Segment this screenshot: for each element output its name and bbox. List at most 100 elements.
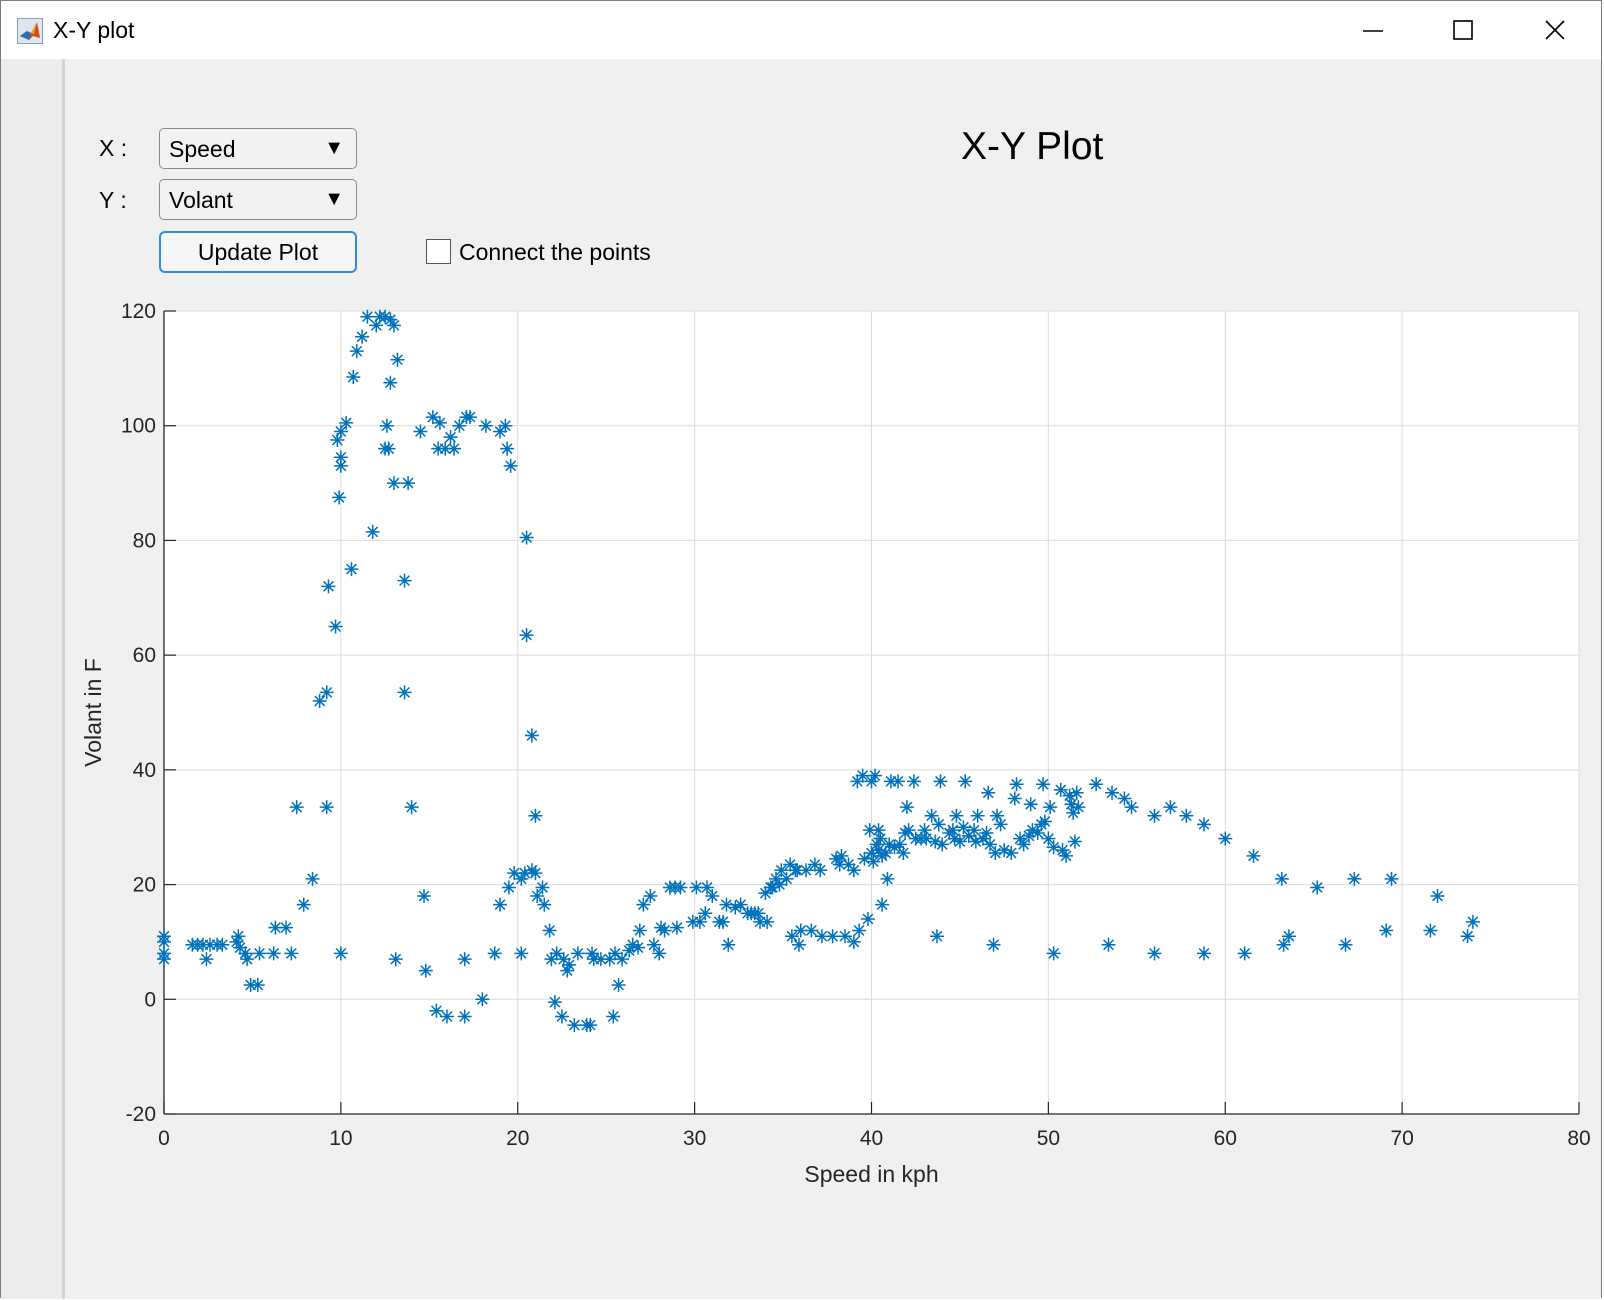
data-point — [860, 911, 875, 926]
data-point — [807, 857, 822, 872]
close-button[interactable] — [1509, 1, 1601, 59]
data-point — [772, 877, 787, 892]
data-point — [615, 952, 630, 967]
data-point — [238, 946, 253, 961]
data-point — [906, 774, 921, 789]
data-point — [1460, 929, 1475, 944]
data-point — [958, 774, 973, 789]
data-point — [622, 943, 637, 958]
data-point — [284, 946, 299, 961]
data-point — [567, 1018, 582, 1033]
data-point — [1059, 848, 1074, 863]
data-point — [233, 940, 248, 955]
dropdown-arrow-icon: ▼ — [324, 137, 344, 159]
minimize-button[interactable] — [1327, 1, 1419, 59]
data-point — [1147, 808, 1162, 823]
data-point — [1338, 937, 1353, 952]
data-point — [928, 834, 943, 849]
data-point — [514, 946, 529, 961]
data-point — [768, 871, 783, 886]
data-point — [1310, 880, 1325, 895]
connect-points-checkbox[interactable] — [426, 239, 451, 264]
data-point — [1197, 946, 1212, 961]
data-point — [997, 843, 1012, 858]
y-tick-label: 40 — [133, 759, 156, 782]
minimize-icon — [1363, 30, 1383, 32]
data-point — [868, 768, 883, 783]
data-point — [829, 851, 844, 866]
data-point — [537, 897, 552, 912]
data-point — [542, 923, 557, 938]
data-point — [1067, 834, 1082, 849]
data-point — [774, 863, 789, 878]
data-point — [333, 946, 348, 961]
data-point — [1009, 777, 1024, 792]
data-point — [799, 863, 814, 878]
data-point — [669, 920, 684, 935]
data-point — [602, 952, 617, 967]
data-point — [956, 820, 971, 835]
data-point — [968, 834, 983, 849]
update-plot-button[interactable]: Update Plot — [159, 231, 357, 273]
data-point — [862, 823, 877, 838]
data-point — [1025, 823, 1040, 838]
data-point — [841, 857, 856, 872]
data-point — [832, 857, 847, 872]
data-point — [500, 441, 515, 456]
data-point — [379, 418, 394, 433]
data-point — [790, 863, 805, 878]
data-point — [195, 937, 210, 952]
x-tick-label: 50 — [1037, 1127, 1060, 1150]
data-point — [404, 800, 419, 815]
data-point — [349, 344, 364, 359]
data-point — [625, 937, 640, 952]
data-point — [753, 914, 768, 929]
y-tick-label: -20 — [126, 1103, 156, 1126]
data-point — [636, 897, 651, 912]
data-point — [498, 418, 513, 433]
data-point — [1281, 929, 1296, 944]
y-tick-label: 20 — [133, 874, 156, 897]
data-point — [765, 880, 780, 895]
x-tick-label: 60 — [1214, 1127, 1237, 1150]
data-point — [652, 946, 667, 961]
data-point — [344, 562, 359, 577]
y-axis-dropdown[interactable]: Volant ▼ — [159, 179, 357, 220]
data-point — [852, 923, 867, 938]
data-point — [157, 952, 171, 967]
maximize-button[interactable] — [1417, 1, 1509, 59]
data-point — [593, 952, 608, 967]
data-point — [388, 952, 403, 967]
data-point — [383, 375, 398, 390]
data-point — [1046, 946, 1061, 961]
data-point — [517, 866, 532, 881]
data-point — [1069, 785, 1084, 800]
data-point — [685, 914, 700, 929]
data-point — [333, 450, 348, 465]
data-point — [457, 952, 472, 967]
data-point — [733, 897, 748, 912]
data-point — [931, 817, 946, 832]
data-point — [519, 530, 534, 545]
x-axis-dropdown[interactable]: Speed ▼ — [159, 128, 357, 169]
data-point — [250, 977, 265, 992]
data-point — [279, 920, 294, 935]
data-point — [332, 490, 347, 505]
y-tick-label: 120 — [121, 300, 156, 323]
data-point — [199, 952, 214, 967]
data-point — [643, 889, 658, 904]
data-point — [457, 1009, 472, 1024]
x-tick-label: 70 — [1390, 1127, 1413, 1150]
data-point — [1016, 837, 1031, 852]
y-tick-label: 60 — [133, 644, 156, 667]
data-point — [321, 579, 336, 594]
data-point — [1197, 817, 1212, 832]
data-point — [386, 318, 401, 333]
data-point — [1066, 805, 1081, 820]
title-bar: X-Y plot — [1, 1, 1601, 59]
data-point — [157, 934, 171, 949]
data-point — [986, 937, 1001, 952]
data-point — [993, 817, 1008, 832]
x-axis-selector-label: X : — [99, 135, 128, 161]
data-point — [475, 992, 490, 1007]
